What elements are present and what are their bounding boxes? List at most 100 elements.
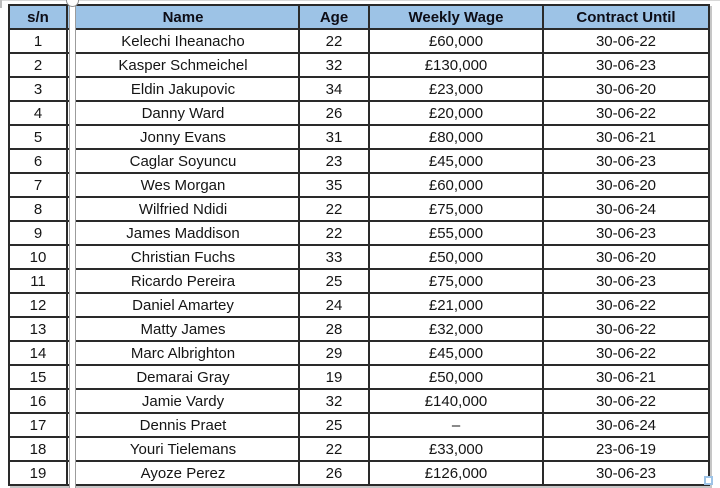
table-resize-handle[interactable] bbox=[704, 476, 713, 485]
cell-sn: 4 bbox=[8, 100, 68, 126]
cell-age: 25 bbox=[298, 268, 370, 294]
cell-name: Eldin Jakupovic bbox=[66, 76, 300, 102]
cell-age: 28 bbox=[298, 316, 370, 342]
cell-name: Jonny Evans bbox=[66, 124, 300, 150]
cell-wage: £60,000 bbox=[368, 28, 544, 54]
table-row: 11 Ricardo Pereira 25 £75,000 30-06-23 bbox=[8, 268, 710, 294]
cell-sn: 8 bbox=[8, 196, 68, 222]
cell-name: Marc Albrighton bbox=[66, 340, 300, 366]
cell-name: Demarai Gray bbox=[66, 364, 300, 390]
table-row: 8 Wilfried Ndidi 22 £75,000 30-06-24 bbox=[8, 196, 710, 222]
cell-wage: £75,000 bbox=[368, 196, 544, 222]
cell-sn: 19 bbox=[8, 460, 68, 486]
cell-wage: £32,000 bbox=[368, 316, 544, 342]
cell-sn: 11 bbox=[8, 268, 68, 294]
cell-sn: 16 bbox=[8, 388, 68, 414]
cell-sn: 5 bbox=[8, 124, 68, 150]
cell-contract: 30-06-23 bbox=[542, 52, 710, 78]
cell-sn: 9 bbox=[8, 220, 68, 246]
cell-name: Matty James bbox=[66, 316, 300, 342]
table-row: 7 Wes Morgan 35 £60,000 30-06-20 bbox=[8, 172, 710, 198]
cell-age: 22 bbox=[298, 196, 370, 222]
cell-name: Ayoze Perez bbox=[66, 460, 300, 486]
cell-contract: 30-06-20 bbox=[542, 172, 710, 198]
cell-name: Jamie Vardy bbox=[66, 388, 300, 414]
cell-age: 19 bbox=[298, 364, 370, 390]
cell-name: Youri Tielemans bbox=[66, 436, 300, 462]
cell-name: Daniel Amartey bbox=[66, 292, 300, 318]
cell-contract: 30-06-24 bbox=[542, 196, 710, 222]
cell-wage: £140,000 bbox=[368, 388, 544, 414]
cell-name: Kelechi Iheanacho bbox=[66, 28, 300, 54]
column-header-sn: s/n bbox=[8, 4, 68, 30]
cell-contract: 30-06-23 bbox=[542, 220, 710, 246]
cell-wage: – bbox=[368, 412, 544, 438]
cell-sn: 13 bbox=[8, 316, 68, 342]
cell-sn: 2 bbox=[8, 52, 68, 78]
cell-name: James Maddison bbox=[66, 220, 300, 246]
cell-contract: 30-06-23 bbox=[542, 460, 710, 486]
cell-contract: 30-06-22 bbox=[542, 28, 710, 54]
cell-sn: 14 bbox=[8, 340, 68, 366]
cell-contract: 30-06-22 bbox=[542, 292, 710, 318]
cell-age: 22 bbox=[298, 220, 370, 246]
table-header-row: s/n Name Age Weekly Wage Contract Until bbox=[8, 4, 710, 30]
column-header-wage: Weekly Wage bbox=[368, 4, 544, 30]
cell-age: 22 bbox=[298, 436, 370, 462]
cell-wage: £80,000 bbox=[368, 124, 544, 150]
column-divider-line[interactable] bbox=[69, 0, 76, 488]
table-row: 4 Danny Ward 26 £20,000 30-06-22 bbox=[8, 100, 710, 126]
cell-sn: 7 bbox=[8, 172, 68, 198]
table-row: 6 Caglar Soyuncu 23 £45,000 30-06-23 bbox=[8, 148, 710, 174]
table-row: 18 Youri Tielemans 22 £33,000 23-06-19 bbox=[8, 436, 710, 462]
table-row: 14 Marc Albrighton 29 £45,000 30-06-22 bbox=[8, 340, 710, 366]
cell-wage: £55,000 bbox=[368, 220, 544, 246]
cell-wage: £126,000 bbox=[368, 460, 544, 486]
cell-sn: 12 bbox=[8, 292, 68, 318]
cell-wage: £21,000 bbox=[368, 292, 544, 318]
cell-name: Wilfried Ndidi bbox=[66, 196, 300, 222]
cell-wage: £45,000 bbox=[368, 340, 544, 366]
table-row: 9 James Maddison 22 £55,000 30-06-23 bbox=[8, 220, 710, 246]
cell-wage: £45,000 bbox=[368, 148, 544, 174]
table-row: 12 Daniel Amartey 24 £21,000 30-06-22 bbox=[8, 292, 710, 318]
cell-contract: 30-06-20 bbox=[542, 76, 710, 102]
cell-wage: £50,000 bbox=[368, 364, 544, 390]
cell-age: 25 bbox=[298, 412, 370, 438]
cell-age: 22 bbox=[298, 28, 370, 54]
table-row: 13 Matty James 28 £32,000 30-06-22 bbox=[8, 316, 710, 342]
cell-wage: £75,000 bbox=[368, 268, 544, 294]
cell-age: 26 bbox=[298, 100, 370, 126]
cell-age: 32 bbox=[298, 52, 370, 78]
cell-name: Caglar Soyuncu bbox=[66, 148, 300, 174]
table-row: 15 Demarai Gray 19 £50,000 30-06-21 bbox=[8, 364, 710, 390]
cell-wage: £60,000 bbox=[368, 172, 544, 198]
cell-sn: 3 bbox=[8, 76, 68, 102]
cell-contract: 30-06-24 bbox=[542, 412, 710, 438]
cell-wage: £23,000 bbox=[368, 76, 544, 102]
cell-age: 31 bbox=[298, 124, 370, 150]
cell-age: 32 bbox=[298, 388, 370, 414]
cell-wage: £33,000 bbox=[368, 436, 544, 462]
cell-age: 35 bbox=[298, 172, 370, 198]
cell-contract: 30-06-23 bbox=[542, 148, 710, 174]
cell-name: Ricardo Pereira bbox=[66, 268, 300, 294]
cell-contract: 30-06-20 bbox=[542, 244, 710, 270]
players-wage-table: s/n Name Age Weekly Wage Contract Until 1 Kel… bbox=[8, 4, 710, 486]
cell-name: Wes Morgan bbox=[66, 172, 300, 198]
column-header-contract: Contract Until bbox=[542, 4, 710, 30]
cell-wage: £130,000 bbox=[368, 52, 544, 78]
table-row: 5 Jonny Evans 31 £80,000 30-06-21 bbox=[8, 124, 710, 150]
page-edge-line bbox=[0, 0, 720, 1]
cell-age: 29 bbox=[298, 340, 370, 366]
cell-contract: 30-06-22 bbox=[542, 340, 710, 366]
cell-name: Danny Ward bbox=[66, 100, 300, 126]
cell-age: 24 bbox=[298, 292, 370, 318]
table-row: 2 Kasper Schmeichel 32 £130,000 30-06-23 bbox=[8, 52, 710, 78]
cell-wage: £20,000 bbox=[368, 100, 544, 126]
cell-age: 34 bbox=[298, 76, 370, 102]
cell-sn: 1 bbox=[8, 28, 68, 54]
table-row: 3 Eldin Jakupovic 34 £23,000 30-06-20 bbox=[8, 76, 710, 102]
cell-name: Kasper Schmeichel bbox=[66, 52, 300, 78]
